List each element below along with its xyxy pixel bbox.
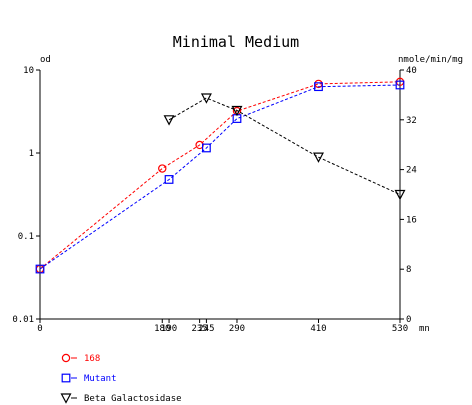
right-axis-tick-label: 32	[406, 116, 417, 126]
series-point-beta-galactosidase	[231, 105, 243, 117]
series-point-mutant	[395, 80, 405, 90]
left-axis-label: od	[40, 55, 51, 65]
series-point-beta-galactosidase	[312, 152, 324, 163]
x-axis-tick-label: 530	[392, 324, 408, 334]
x-axis-tick-label: 180	[154, 324, 170, 334]
legend-label-168: 168	[84, 354, 100, 364]
legend-label-beta-galactosidase: Beta Galactosidase	[84, 394, 182, 404]
series-point-168	[195, 140, 204, 150]
right-axis-tick-label: 16	[406, 215, 417, 225]
series-line-mutant	[39, 84, 401, 270]
series-point-168	[158, 164, 167, 173]
left-axis-tick-label: 1	[29, 149, 34, 159]
right-axis-tick-label: 24	[406, 166, 417, 176]
series-point-mutant	[164, 175, 174, 184]
x-axis-unit-label: mn	[419, 324, 430, 334]
x-axis-tick-label: 290	[229, 324, 245, 334]
right-axis-tick-label: 8	[406, 265, 411, 275]
series-point-beta-galactosidase	[163, 115, 175, 126]
x-axis-tick-label: 0	[37, 324, 42, 334]
series-line-168	[39, 81, 401, 270]
x-axis-tick-label: 190	[161, 324, 177, 334]
chart-title: Minimal Medium	[173, 33, 299, 51]
series-point-mutant	[202, 143, 211, 153]
right-axis-label: nmole/min/mg	[398, 55, 463, 65]
legend-marker-168	[61, 353, 71, 363]
data-series	[35, 77, 406, 274]
legend-label-mutant: Mutant	[84, 374, 117, 384]
x-axis-tick-label: 235	[191, 324, 207, 334]
legend-marker-beta-galactosidase	[60, 393, 72, 404]
series-point-mutant	[35, 264, 45, 274]
series-point-beta-galactosidase	[200, 93, 212, 104]
series-line-beta-galactosidase	[168, 97, 401, 195]
left-axis-tick-label: 0.01	[12, 315, 34, 325]
right-axis-tick-label: 40	[406, 66, 417, 76]
legend: 168 Mutant Beta Galactosidase	[60, 353, 182, 404]
x-axis-tick-label: 245	[198, 324, 214, 334]
legend-marker-mutant	[61, 373, 71, 383]
right-axis-tick-label: 0	[406, 315, 411, 325]
series-point-beta-galactosidase	[394, 189, 406, 201]
left-axis-tick-label: 0.1	[18, 232, 34, 242]
series-point-mutant	[314, 82, 323, 92]
x-axis-tick-label: 410	[310, 324, 326, 334]
left-axis-tick-label: 10	[23, 66, 34, 76]
